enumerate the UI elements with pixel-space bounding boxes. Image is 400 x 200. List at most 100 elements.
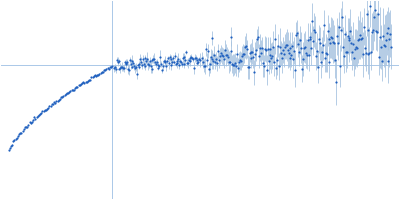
Point: [324, 53, 330, 56]
Point: [242, 45, 248, 48]
Point: [194, 62, 201, 65]
Point: [76, 84, 83, 87]
Point: [295, 42, 301, 45]
Point: [305, 53, 312, 56]
Point: [314, 49, 320, 52]
Point: [86, 79, 92, 82]
Point: [296, 50, 302, 53]
Point: [155, 67, 162, 70]
Point: [281, 52, 287, 56]
Point: [175, 57, 182, 60]
Point: [124, 60, 130, 63]
Point: [244, 48, 250, 51]
Point: [167, 63, 174, 66]
Point: [102, 68, 108, 71]
Point: [258, 51, 264, 54]
Point: [142, 65, 149, 68]
Point: [387, 32, 394, 35]
Point: [160, 64, 166, 67]
Point: [233, 65, 240, 68]
Point: [364, 52, 371, 55]
Point: [326, 61, 333, 64]
Point: [166, 56, 173, 59]
Point: [32, 117, 39, 120]
Point: [116, 60, 122, 63]
Point: [270, 46, 276, 49]
Point: [284, 43, 290, 47]
Point: [319, 51, 325, 54]
Point: [276, 65, 282, 68]
Point: [226, 60, 233, 63]
Point: [342, 33, 348, 36]
Point: [322, 52, 329, 55]
Point: [39, 109, 46, 113]
Point: [240, 53, 246, 56]
Point: [290, 58, 296, 61]
Point: [304, 54, 310, 57]
Point: [126, 68, 132, 72]
Point: [139, 64, 145, 67]
Point: [368, 50, 374, 54]
Point: [59, 95, 66, 98]
Point: [211, 53, 218, 56]
Point: [306, 36, 313, 39]
Point: [47, 104, 54, 108]
Point: [183, 51, 189, 54]
Point: [90, 75, 97, 78]
Point: [189, 56, 196, 59]
Point: [349, 51, 356, 54]
Point: [146, 60, 153, 63]
Point: [239, 55, 245, 58]
Point: [79, 82, 85, 85]
Point: [366, 52, 373, 55]
Point: [107, 65, 113, 69]
Point: [267, 47, 274, 51]
Point: [128, 62, 134, 65]
Point: [51, 101, 57, 104]
Point: [259, 47, 265, 50]
Point: [241, 52, 247, 56]
Point: [8, 145, 14, 148]
Point: [353, 46, 359, 49]
Point: [264, 47, 271, 50]
Point: [149, 59, 156, 62]
Point: [380, 44, 387, 47]
Point: [307, 38, 314, 41]
Point: [379, 59, 385, 62]
Point: [154, 60, 160, 63]
Point: [140, 62, 147, 66]
Point: [43, 109, 49, 112]
Point: [340, 54, 347, 57]
Point: [360, 25, 367, 28]
Point: [289, 44, 296, 47]
Point: [365, 29, 372, 32]
Point: [277, 46, 283, 49]
Point: [280, 48, 286, 52]
Point: [200, 61, 206, 64]
Point: [291, 49, 298, 52]
Point: [320, 24, 327, 27]
Point: [141, 57, 148, 60]
Point: [202, 64, 208, 68]
Point: [238, 59, 244, 62]
Point: [28, 121, 34, 124]
Point: [6, 148, 12, 152]
Point: [274, 59, 280, 62]
Point: [130, 62, 136, 65]
Point: [286, 56, 293, 59]
Point: [372, 9, 378, 12]
Point: [362, 52, 369, 55]
Point: [122, 63, 129, 66]
Point: [255, 36, 261, 39]
Point: [224, 54, 230, 57]
Point: [257, 46, 263, 49]
Point: [162, 60, 168, 63]
Point: [116, 68, 123, 71]
Point: [186, 59, 192, 62]
Point: [109, 64, 116, 67]
Point: [48, 103, 55, 106]
Point: [388, 45, 394, 48]
Point: [113, 68, 119, 71]
Point: [300, 57, 306, 61]
Point: [202, 48, 209, 51]
